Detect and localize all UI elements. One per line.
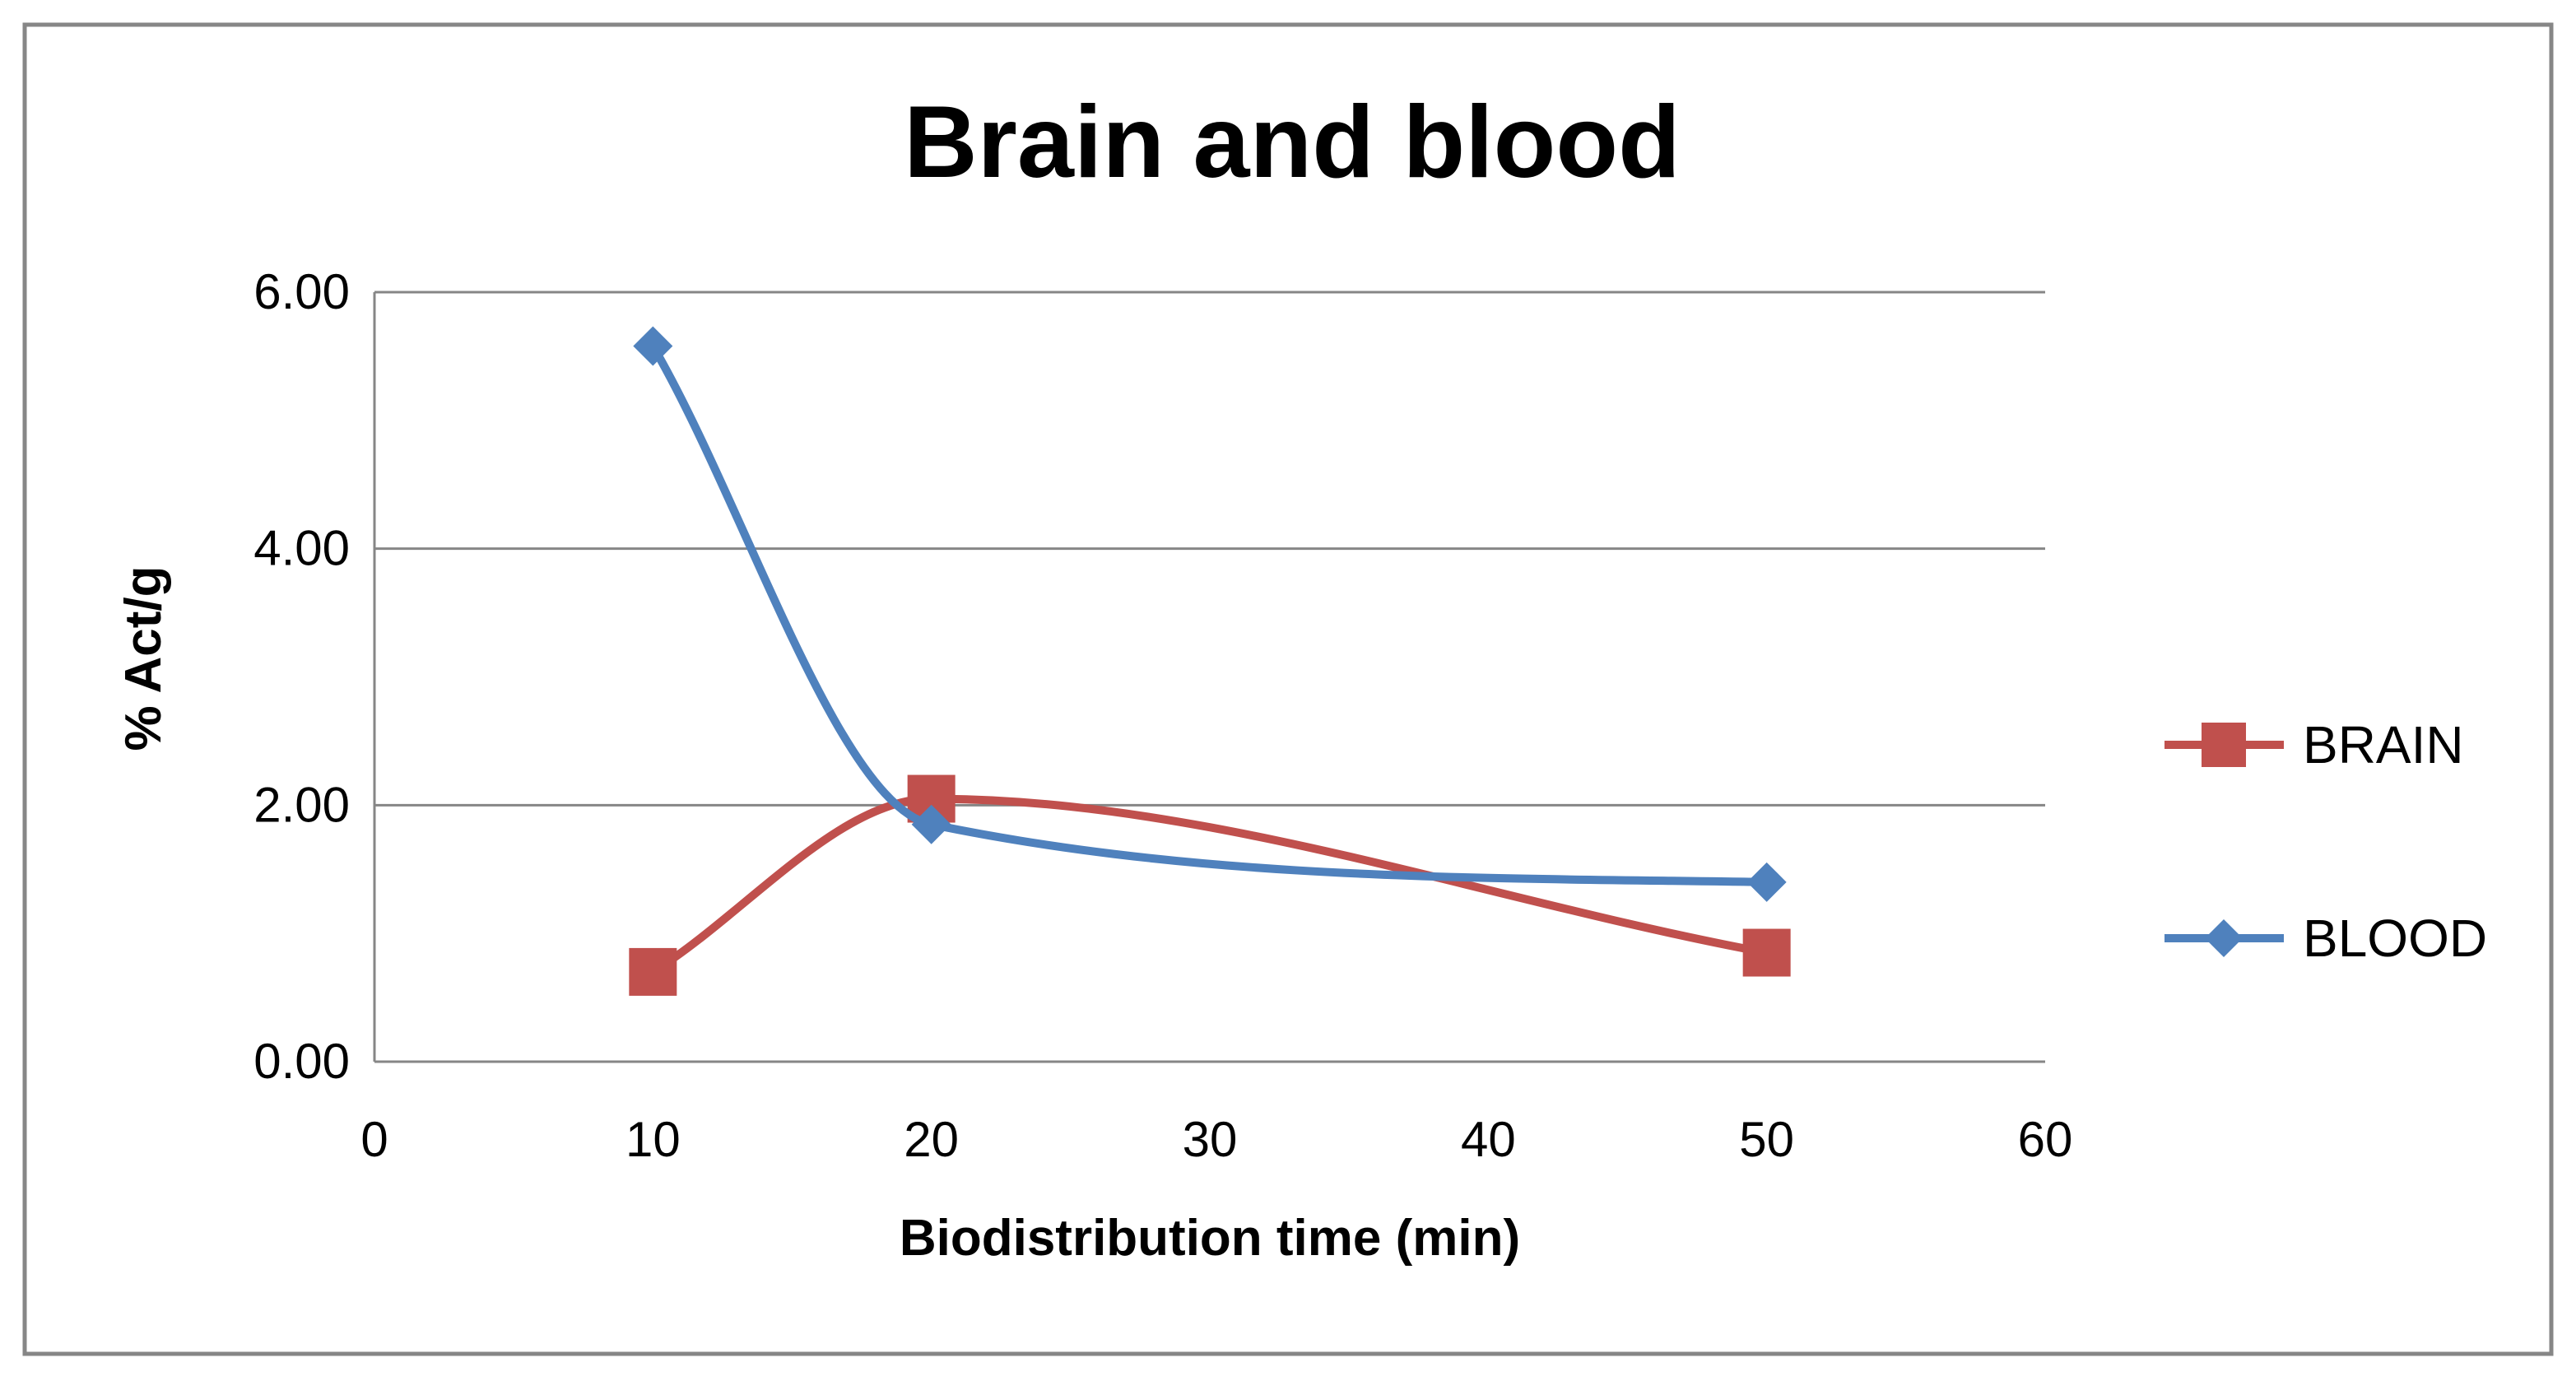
- x-axis-label: Biodistribution time (min): [900, 1210, 1520, 1267]
- legend-brain-marker: [2202, 723, 2246, 767]
- legend-item-brain: BRAIN: [2164, 715, 2464, 774]
- legend: BRAIN BLOOD: [2164, 715, 2487, 968]
- blood-line: [649, 342, 1771, 886]
- x-tick-label: 0: [360, 1112, 388, 1167]
- y-axis-label: % Act/g: [115, 565, 172, 751]
- x-tick-label: 10: [625, 1112, 681, 1167]
- series-layer: [629, 326, 1791, 996]
- blood-point: [911, 804, 951, 844]
- x-axis-ticks: 0 10 20 30 40 50 60: [360, 1112, 2072, 1167]
- legend-item-blood: BLOOD: [2164, 909, 2487, 968]
- series-brain: [629, 774, 1791, 996]
- x-tick-label: 50: [1739, 1112, 1794, 1167]
- x-tick-label: 30: [1183, 1112, 1238, 1167]
- chart-border: [22, 22, 2554, 1356]
- brain-point: [629, 947, 677, 996]
- legend-blood-marker: [2205, 919, 2243, 957]
- x-tick-label: 40: [1461, 1112, 1516, 1167]
- chart-title: Brain and blood: [904, 86, 1681, 199]
- x-tick-label: 60: [2018, 1112, 2073, 1167]
- y-tick-label: 6.00: [253, 264, 350, 319]
- legend-brain-label: BRAIN: [2303, 715, 2464, 774]
- brain-point: [1742, 928, 1791, 977]
- y-tick-label: 4.00: [253, 521, 350, 576]
- series-blood: [633, 326, 1787, 902]
- y-axis-ticks: 0.00 2.00 4.00 6.00: [253, 264, 350, 1089]
- blood-point: [633, 326, 673, 366]
- legend-blood-label: BLOOD: [2303, 909, 2487, 968]
- brain-line: [649, 794, 1771, 976]
- blood-point: [1746, 862, 1787, 902]
- y-tick-label: 0.00: [253, 1034, 350, 1089]
- y-tick-label: 2.00: [253, 777, 350, 832]
- gridlines: [373, 291, 2045, 1063]
- x-tick-label: 20: [904, 1112, 959, 1167]
